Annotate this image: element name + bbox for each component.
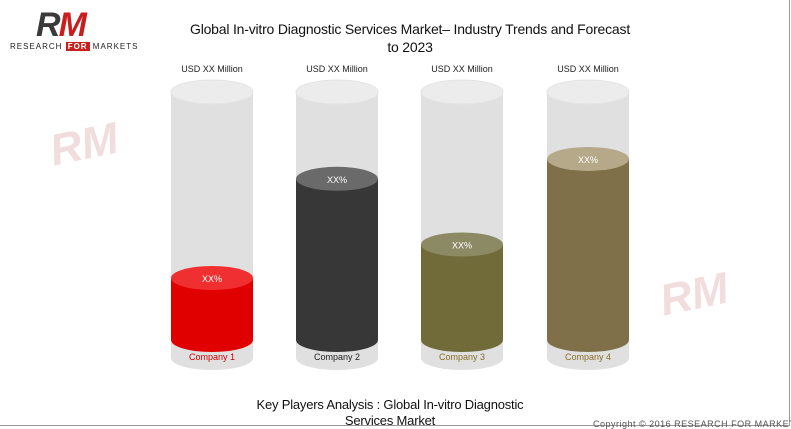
bar-2: [296, 178, 378, 340]
bar-bottom-1: [171, 328, 253, 352]
cylinder-base: [296, 346, 378, 370]
bar-bottom-2: [296, 328, 378, 352]
category-label-1: Company 1: [189, 352, 235, 362]
cylinder-base: [547, 346, 629, 370]
category-label-4: Company 4: [565, 352, 611, 362]
cylinder-track-top: [546, 79, 630, 105]
bar-4: [547, 158, 629, 340]
bar-bottom-4: [547, 328, 629, 352]
bar-top-2: [296, 166, 378, 191]
value-header-1: USD XX Million: [181, 64, 243, 74]
logo-letter-r: R: [36, 6, 61, 44]
bar-top-3: [421, 232, 503, 257]
cylinder-track-top: [170, 79, 254, 105]
data-label-2: XX%: [327, 175, 347, 185]
category-label-3: Company 3: [439, 352, 485, 362]
value-header-4: USD XX Million: [557, 64, 619, 74]
bar-top-1: [171, 266, 253, 290]
value-header-2: USD XX Million: [306, 64, 368, 74]
cylinder-base: [421, 346, 503, 370]
logo-tagline: RESEARCH FOR MARKETS: [10, 42, 139, 51]
cylinder-base: [171, 346, 253, 370]
bar-bottom-3: [421, 328, 503, 352]
value-header-3: USD XX Million: [431, 64, 493, 74]
logo-mark: RM: [36, 6, 87, 44]
chart-title: Global In-vitro Diagnostic Services Mark…: [190, 21, 631, 55]
bar-top-4: [547, 146, 629, 171]
data-label-3: XX%: [452, 241, 472, 251]
logo-letter-m: M: [58, 6, 87, 44]
data-label-4: XX%: [578, 155, 598, 165]
cylinder-track-top: [420, 79, 504, 105]
company-logo: RM RESEARCH FOR MARKETS: [10, 8, 150, 52]
copyright-text: Copyright © 2016 RESEARCH FOR MARKETS: [593, 419, 791, 429]
chart-caption: Key Players Analysis : Global In-vitro D…: [256, 397, 524, 428]
bar-3: [421, 244, 503, 340]
category-label-2: Company 2: [314, 352, 360, 362]
cylinder-track-top: [295, 79, 379, 105]
data-label-1: XX%: [202, 274, 222, 284]
